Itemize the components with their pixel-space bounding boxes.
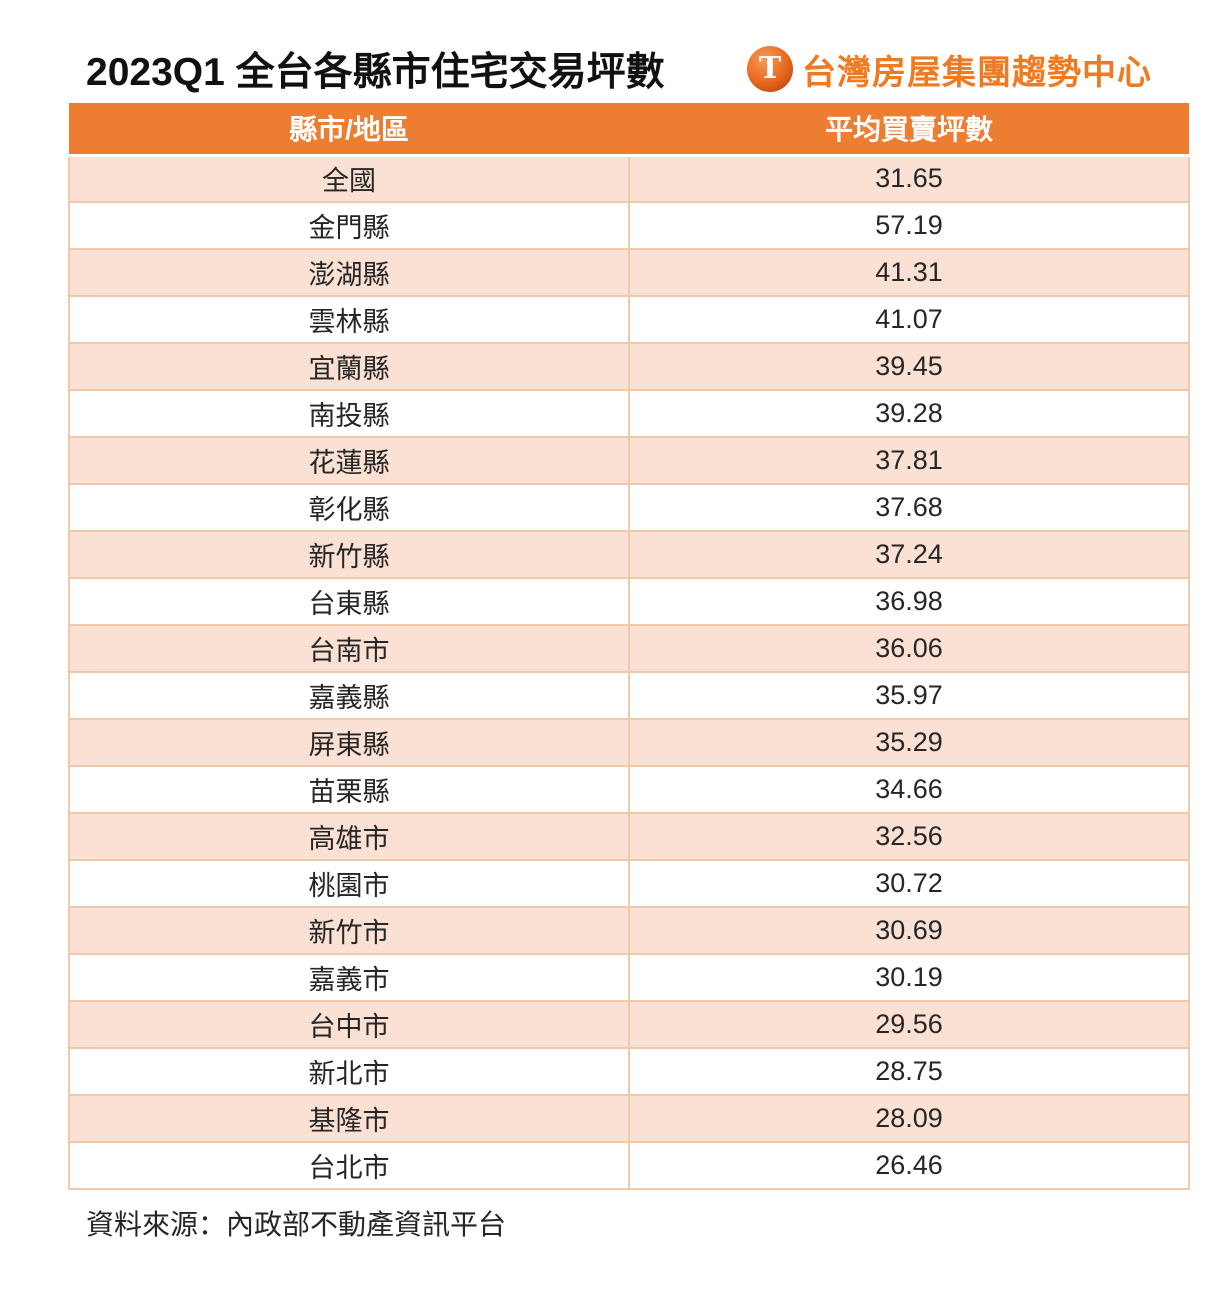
brand-logo-text: 台灣房屋集團趨勢中心 [802,53,1152,92]
avg-area-cell: 41.07 [628,295,1190,344]
region-cell: 新北市 [68,1047,630,1096]
table-row: 基隆市 28.09 [68,1094,1190,1143]
table-row: 桃園市 30.72 [68,859,1190,908]
table-row: 台北市 26.46 [68,1141,1190,1190]
avg-area-cell: 28.09 [628,1094,1190,1143]
table-row: 南投縣 39.28 [68,389,1190,438]
data-source-note: 資料來源：內政部不動產資訊平台 [86,1209,507,1240]
column-header-region: 縣市/地區 [69,103,629,157]
avg-area-cell: 32.56 [628,812,1190,861]
avg-area-cell: 34.66 [628,765,1190,814]
table-row: 花蓮縣 37.81 [68,436,1190,485]
table-row: 金門縣 57.19 [68,201,1190,250]
region-cell: 苗栗縣 [68,765,630,814]
avg-transaction-area-table: 縣市/地區 平均買賣坪數 全國 31.65 金門縣 57.19 澎湖縣 41.31 雲林縣 4… [68,103,1190,1190]
avg-area-cell: 28.75 [628,1047,1190,1096]
avg-area-cell: 30.69 [628,906,1190,955]
region-cell: 嘉義市 [68,953,630,1002]
avg-area-cell: 37.24 [628,530,1190,579]
region-cell: 澎湖縣 [68,248,630,297]
avg-area-cell: 37.68 [628,483,1190,532]
avg-area-cell: 30.19 [628,953,1190,1002]
region-cell: 台東縣 [68,577,630,626]
taiwan-housing-logo-icon: T [747,46,793,92]
table-row: 嘉義縣 35.97 [68,671,1190,720]
region-cell: 屏東縣 [68,718,630,767]
avg-area-cell: 39.28 [628,389,1190,438]
column-header-avg-area: 平均買賣坪數 [629,103,1189,157]
region-cell: 台南市 [68,624,630,673]
table-row: 宜蘭縣 39.45 [68,342,1190,391]
table-row: 屏東縣 35.29 [68,718,1190,767]
region-cell: 台北市 [68,1141,630,1190]
region-cell: 嘉義縣 [68,671,630,720]
avg-area-cell: 30.72 [628,859,1190,908]
table-row: 台中市 29.56 [68,1000,1190,1049]
avg-area-cell: 26.46 [628,1141,1190,1190]
table-row: 彰化縣 37.68 [68,483,1190,532]
table-row: 苗栗縣 34.66 [68,765,1190,814]
table-row: 新竹縣 37.24 [68,530,1190,579]
logo-letter: T [758,51,782,86]
region-cell: 宜蘭縣 [68,342,630,391]
region-cell: 彰化縣 [68,483,630,532]
avg-area-cell: 41.31 [628,248,1190,297]
table-row: 台南市 36.06 [68,624,1190,673]
region-cell: 基隆市 [68,1094,630,1143]
table-body: 全國 31.65 金門縣 57.19 澎湖縣 41.31 雲林縣 41.07 宜蘭縣 39.45 南… [68,154,1190,1190]
region-cell: 新竹市 [68,906,630,955]
brand-logo: T 台灣房屋集團趨勢中心 [747,45,1152,94]
region-cell: 雲林縣 [68,295,630,344]
region-cell: 全國 [68,154,630,203]
table-row: 新北市 28.75 [68,1047,1190,1096]
avg-area-cell: 31.65 [628,154,1190,203]
avg-area-cell: 36.98 [628,577,1190,626]
page-title: 2023Q1 全台各縣市住宅交易坪數 [86,51,665,94]
table-row: 台東縣 36.98 [68,577,1190,626]
region-cell: 新竹縣 [68,530,630,579]
avg-area-cell: 39.45 [628,342,1190,391]
page-header: 2023Q1 全台各縣市住宅交易坪數 T 台灣房屋集團趨勢中心 [68,44,1190,94]
table-row: 雲林縣 41.07 [68,295,1190,344]
region-cell: 高雄市 [68,812,630,861]
table-row: 嘉義市 30.19 [68,953,1190,1002]
region-cell: 花蓮縣 [68,436,630,485]
avg-area-cell: 35.29 [628,718,1190,767]
region-cell: 台中市 [68,1000,630,1049]
avg-area-cell: 36.06 [628,624,1190,673]
avg-area-cell: 29.56 [628,1000,1190,1049]
avg-area-cell: 35.97 [628,671,1190,720]
table-header-row: 縣市/地區 平均買賣坪數 [69,103,1189,157]
region-cell: 南投縣 [68,389,630,438]
table-row: 全國 31.65 [68,154,1190,203]
avg-area-cell: 57.19 [628,201,1190,250]
table-row: 澎湖縣 41.31 [68,248,1190,297]
avg-area-cell: 37.81 [628,436,1190,485]
region-cell: 金門縣 [68,201,630,250]
table-row: 新竹市 30.69 [68,906,1190,955]
region-cell: 桃園市 [68,859,630,908]
table-row: 高雄市 32.56 [68,812,1190,861]
